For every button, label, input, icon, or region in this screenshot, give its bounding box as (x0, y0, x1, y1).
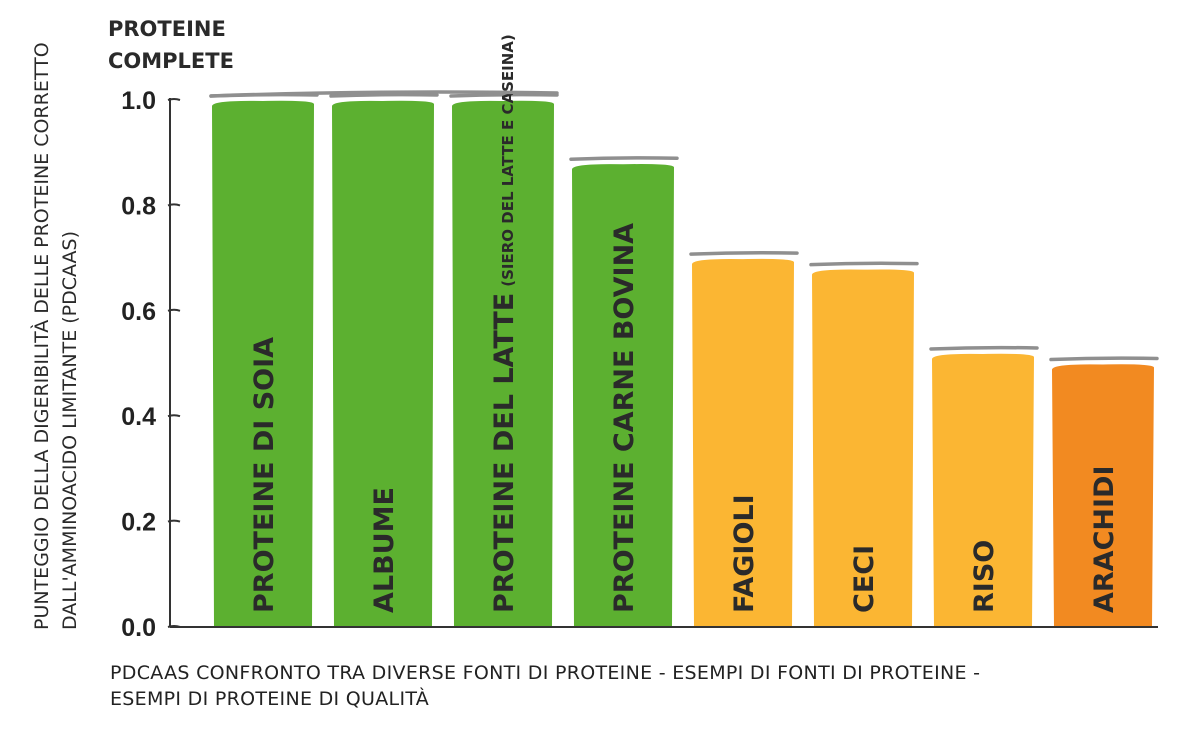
complete-proteins-bracket (209, 90, 559, 98)
bar (332, 100, 434, 628)
y-tick-mark (167, 625, 181, 628)
y-tick-label: 0.2 (121, 509, 156, 537)
bar-group: FAGIOLI (689, 251, 799, 627)
y-tick-label: 0.8 (121, 192, 156, 220)
y-tick-mark (167, 203, 181, 207)
bar-cap-line (689, 251, 799, 256)
chart-caption: PDCAAS CONFRONTO TRA DIVERSE FONTI DI PR… (110, 660, 1010, 712)
bar-cap-line (929, 345, 1039, 351)
caption-line-2: ESEMPI DI PROTEINE DI QUALITÀ (110, 688, 430, 710)
y-tick-label: 1.0 (121, 87, 156, 115)
bar (452, 100, 554, 628)
bar (692, 258, 794, 627)
caption-line-1: PDCAAS CONFRONTO TRA DIVERSE FONTI DI PR… (110, 662, 981, 684)
bar-cap-line (569, 156, 679, 161)
bar-category-label: ALBUME (369, 487, 400, 613)
y-tick-mark (167, 308, 181, 312)
y-tick-mark (167, 98, 181, 101)
bar-group: RISO (929, 345, 1039, 627)
bar-group: PROTEINE CARNE BOVINA (569, 156, 679, 627)
bar (572, 164, 674, 627)
bar (812, 269, 914, 627)
bar-group: ARACHIDI (1049, 356, 1159, 627)
bar (1052, 364, 1154, 627)
bar-group: PROTEINE DI SOIA (209, 92, 319, 628)
bar-category-note: (SIERO DEL LATTE E CASEINA) (499, 34, 517, 287)
y-axis-label-line-2: DALL'AMMINOACIDO LIMITANTE (PDCAAS) (59, 231, 81, 630)
y-tick-label: 0.0 (121, 614, 156, 642)
bar-cap-line (1049, 356, 1159, 362)
header-line-1: PROTEINE (108, 17, 226, 41)
y-tick-mark (167, 414, 181, 418)
bar-category-label: CECI (849, 545, 880, 613)
bar-cap-line (329, 92, 439, 98)
bar-category-label: ARACHIDI (1089, 466, 1120, 614)
bar-category-label: RISO (969, 540, 1000, 613)
y-tick-label: 0.4 (121, 403, 156, 431)
bar-category-label: PROTEINE DI SOIA (249, 337, 280, 613)
bar (212, 100, 314, 628)
y-tick-label: 0.6 (121, 298, 156, 326)
bar-cap-line (449, 92, 559, 98)
bar-category-label: PROTEINE CARNE BOVINA (609, 223, 640, 613)
bar-group: CECI (809, 261, 919, 627)
y-tick-mark (167, 519, 181, 523)
bar-cap-line (809, 261, 919, 267)
bar-group: ALBUME (329, 92, 439, 628)
bar-category-label: FAGIOLI (729, 494, 760, 613)
bar-category-label: PROTEINE DEL LATTE(SIERO DEL LATTE E CAS… (489, 34, 520, 613)
header-line-2: COMPLETE (108, 49, 234, 73)
y-axis-label-line-1: PUNTEGGIO DELLA DIGERIBILITÀ DELLE PROTE… (30, 42, 53, 630)
bar (932, 353, 1034, 627)
bar-group: PROTEINE DEL LATTE(SIERO DEL LATTE E CAS… (449, 34, 559, 628)
